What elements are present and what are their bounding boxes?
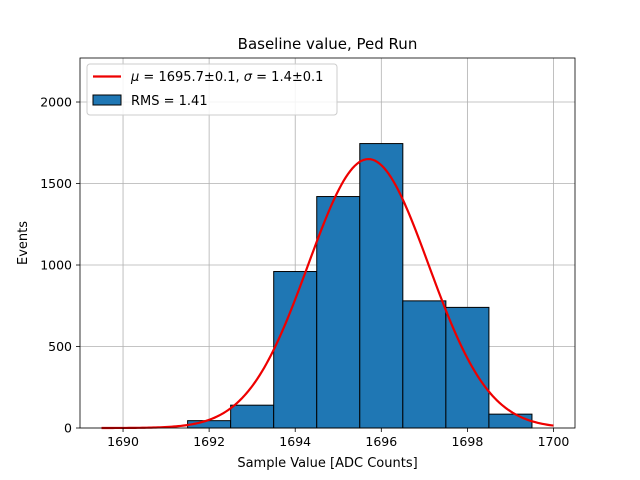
x-tick-label: 1690: [107, 434, 139, 449]
y-tick-label: 0: [64, 421, 72, 436]
plot-frame: [79, 57, 576, 429]
y-tick-label: 2000: [40, 95, 72, 110]
y-tick-label: 1500: [40, 176, 72, 191]
chart-title: Baseline value, Ped Run: [238, 35, 418, 53]
histogram-bars: [187, 143, 533, 429]
histogram-bar: [273, 271, 318, 429]
histogram-bar: [445, 306, 490, 429]
x-axis-label: Sample Value [ADC Counts]: [237, 456, 417, 471]
y-axis-label: Events: [16, 221, 31, 265]
legend-fit-sigma-symbol: σ: [244, 70, 253, 85]
histogram-bar: [316, 196, 361, 429]
y-axis-ticks: 0 500 1000 1500 2000: [40, 95, 80, 436]
y-tick-label: 1000: [40, 258, 72, 273]
x-tick-label: 1700: [538, 434, 570, 449]
legend-box: [86, 63, 338, 116]
legend: μ = 1695.7±0.1, σ = 1.4±0.1 RMS = 1.41: [86, 63, 338, 116]
legend-fit-label: μ = 1695.7±0.1, σ = 1.4±0.1: [130, 70, 323, 85]
histogram-bar: [402, 300, 447, 429]
x-axis-ticks: 1690 1692 1694 1696 1698 1700: [107, 428, 569, 449]
x-tick-label: 1698: [451, 434, 483, 449]
y-tick-label: 500: [48, 339, 72, 354]
gaussian-fit-line: [101, 157, 554, 430]
x-tick-label: 1696: [365, 434, 397, 449]
legend-histogram-swatch: [92, 94, 122, 106]
x-tick-label: 1694: [279, 434, 311, 449]
legend-fit-mu-value: = 1695.7±0.1,: [139, 70, 243, 85]
histogram-bar: [359, 143, 404, 429]
x-tick-label: 1692: [193, 434, 225, 449]
histogram-bar: [488, 413, 533, 429]
legend-histogram-label: RMS = 1.41: [131, 94, 208, 109]
legend-fit-sigma-value: = 1.4±0.1: [252, 70, 323, 85]
histogram-bar: [230, 404, 275, 429]
legend-fit-mu-symbol: μ: [130, 70, 139, 85]
